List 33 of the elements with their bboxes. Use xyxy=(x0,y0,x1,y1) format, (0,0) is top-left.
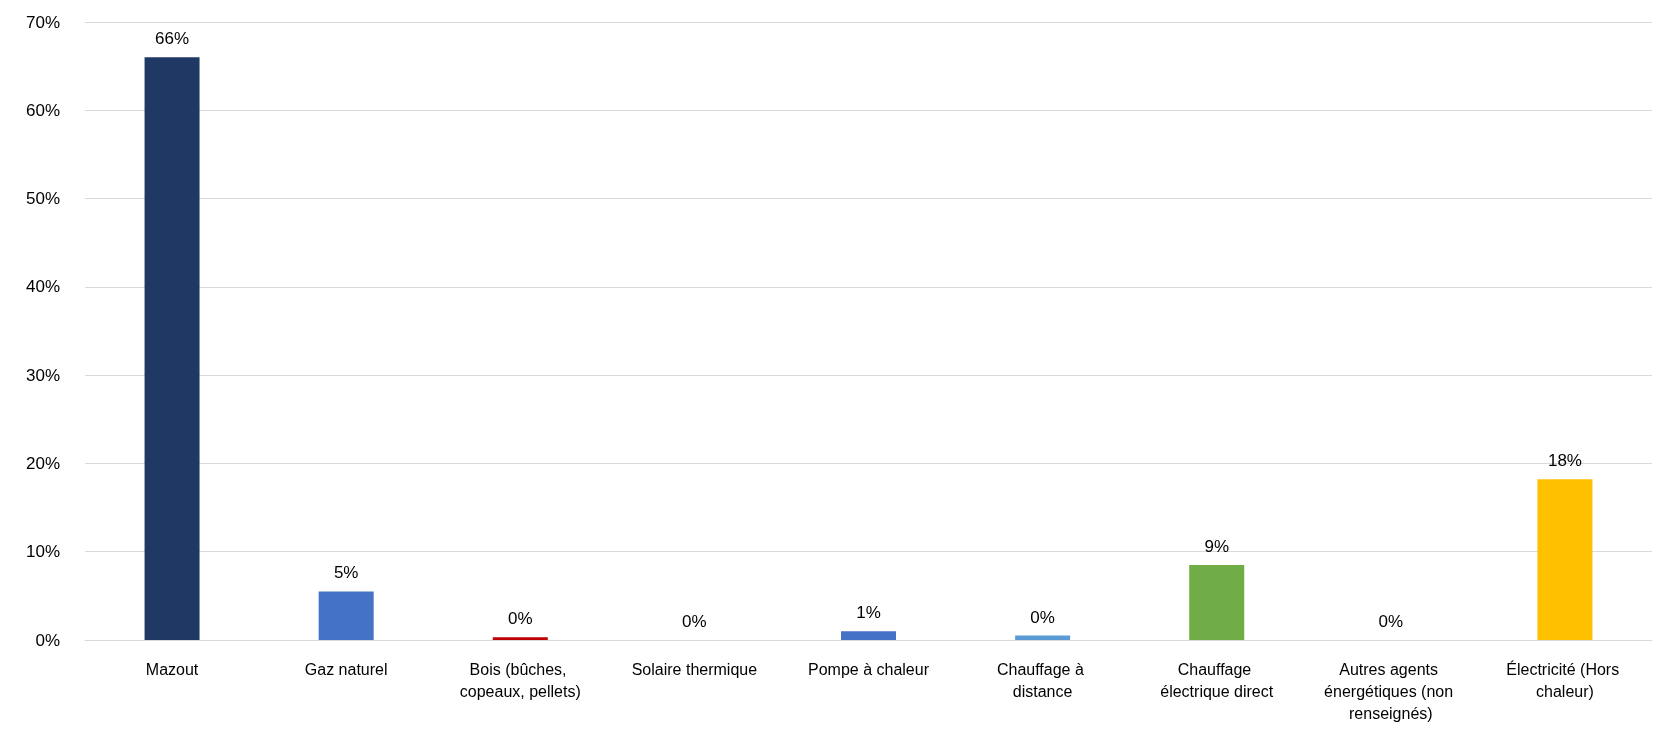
bar xyxy=(1537,479,1593,640)
bar xyxy=(841,631,896,640)
x-tick-label: Bois (bûches, copeaux, pellets) xyxy=(459,660,581,700)
x-tick-label: Chauffage électrique direct xyxy=(1160,660,1274,700)
data-label: 0% xyxy=(1378,612,1404,631)
y-tick-label: 10% xyxy=(25,542,60,562)
y-tick-label: 40% xyxy=(25,277,60,297)
data-label: 1% xyxy=(856,603,881,623)
data-label: 0% xyxy=(1030,607,1055,627)
x-tick-label: Gaz naturel xyxy=(304,660,388,678)
y-tick-label: 20% xyxy=(25,453,60,473)
y-tick-label: 60% xyxy=(25,100,60,120)
bar xyxy=(1015,635,1071,640)
bar xyxy=(318,591,374,640)
data-label: 18% xyxy=(1547,451,1582,471)
data-label: 66% xyxy=(155,29,190,49)
bar xyxy=(144,57,200,640)
x-tick-label: Chauffage à distance xyxy=(996,660,1089,700)
y-tick-label: 70% xyxy=(25,12,60,32)
y-tick-label: 30% xyxy=(25,365,60,385)
x-tick-label: Électricité (Hors chaleur) xyxy=(1506,659,1624,700)
data-label: 9% xyxy=(1204,536,1230,556)
y-tick-label: 50% xyxy=(25,189,60,209)
bar xyxy=(492,637,548,640)
x-tick-label: Pompe à chaleur xyxy=(808,660,930,678)
data-label: 0% xyxy=(507,609,533,629)
bar xyxy=(1189,564,1245,640)
x-tick-label: Solaire thermique xyxy=(631,660,758,678)
y-tick-label: 0% xyxy=(35,630,60,650)
data-label: 0% xyxy=(682,612,707,631)
x-tick-label: Mazout xyxy=(145,660,199,678)
data-label: 5% xyxy=(333,563,359,583)
x-tick-label: Autres agents énergétiques (non renseignés) xyxy=(1324,660,1458,722)
